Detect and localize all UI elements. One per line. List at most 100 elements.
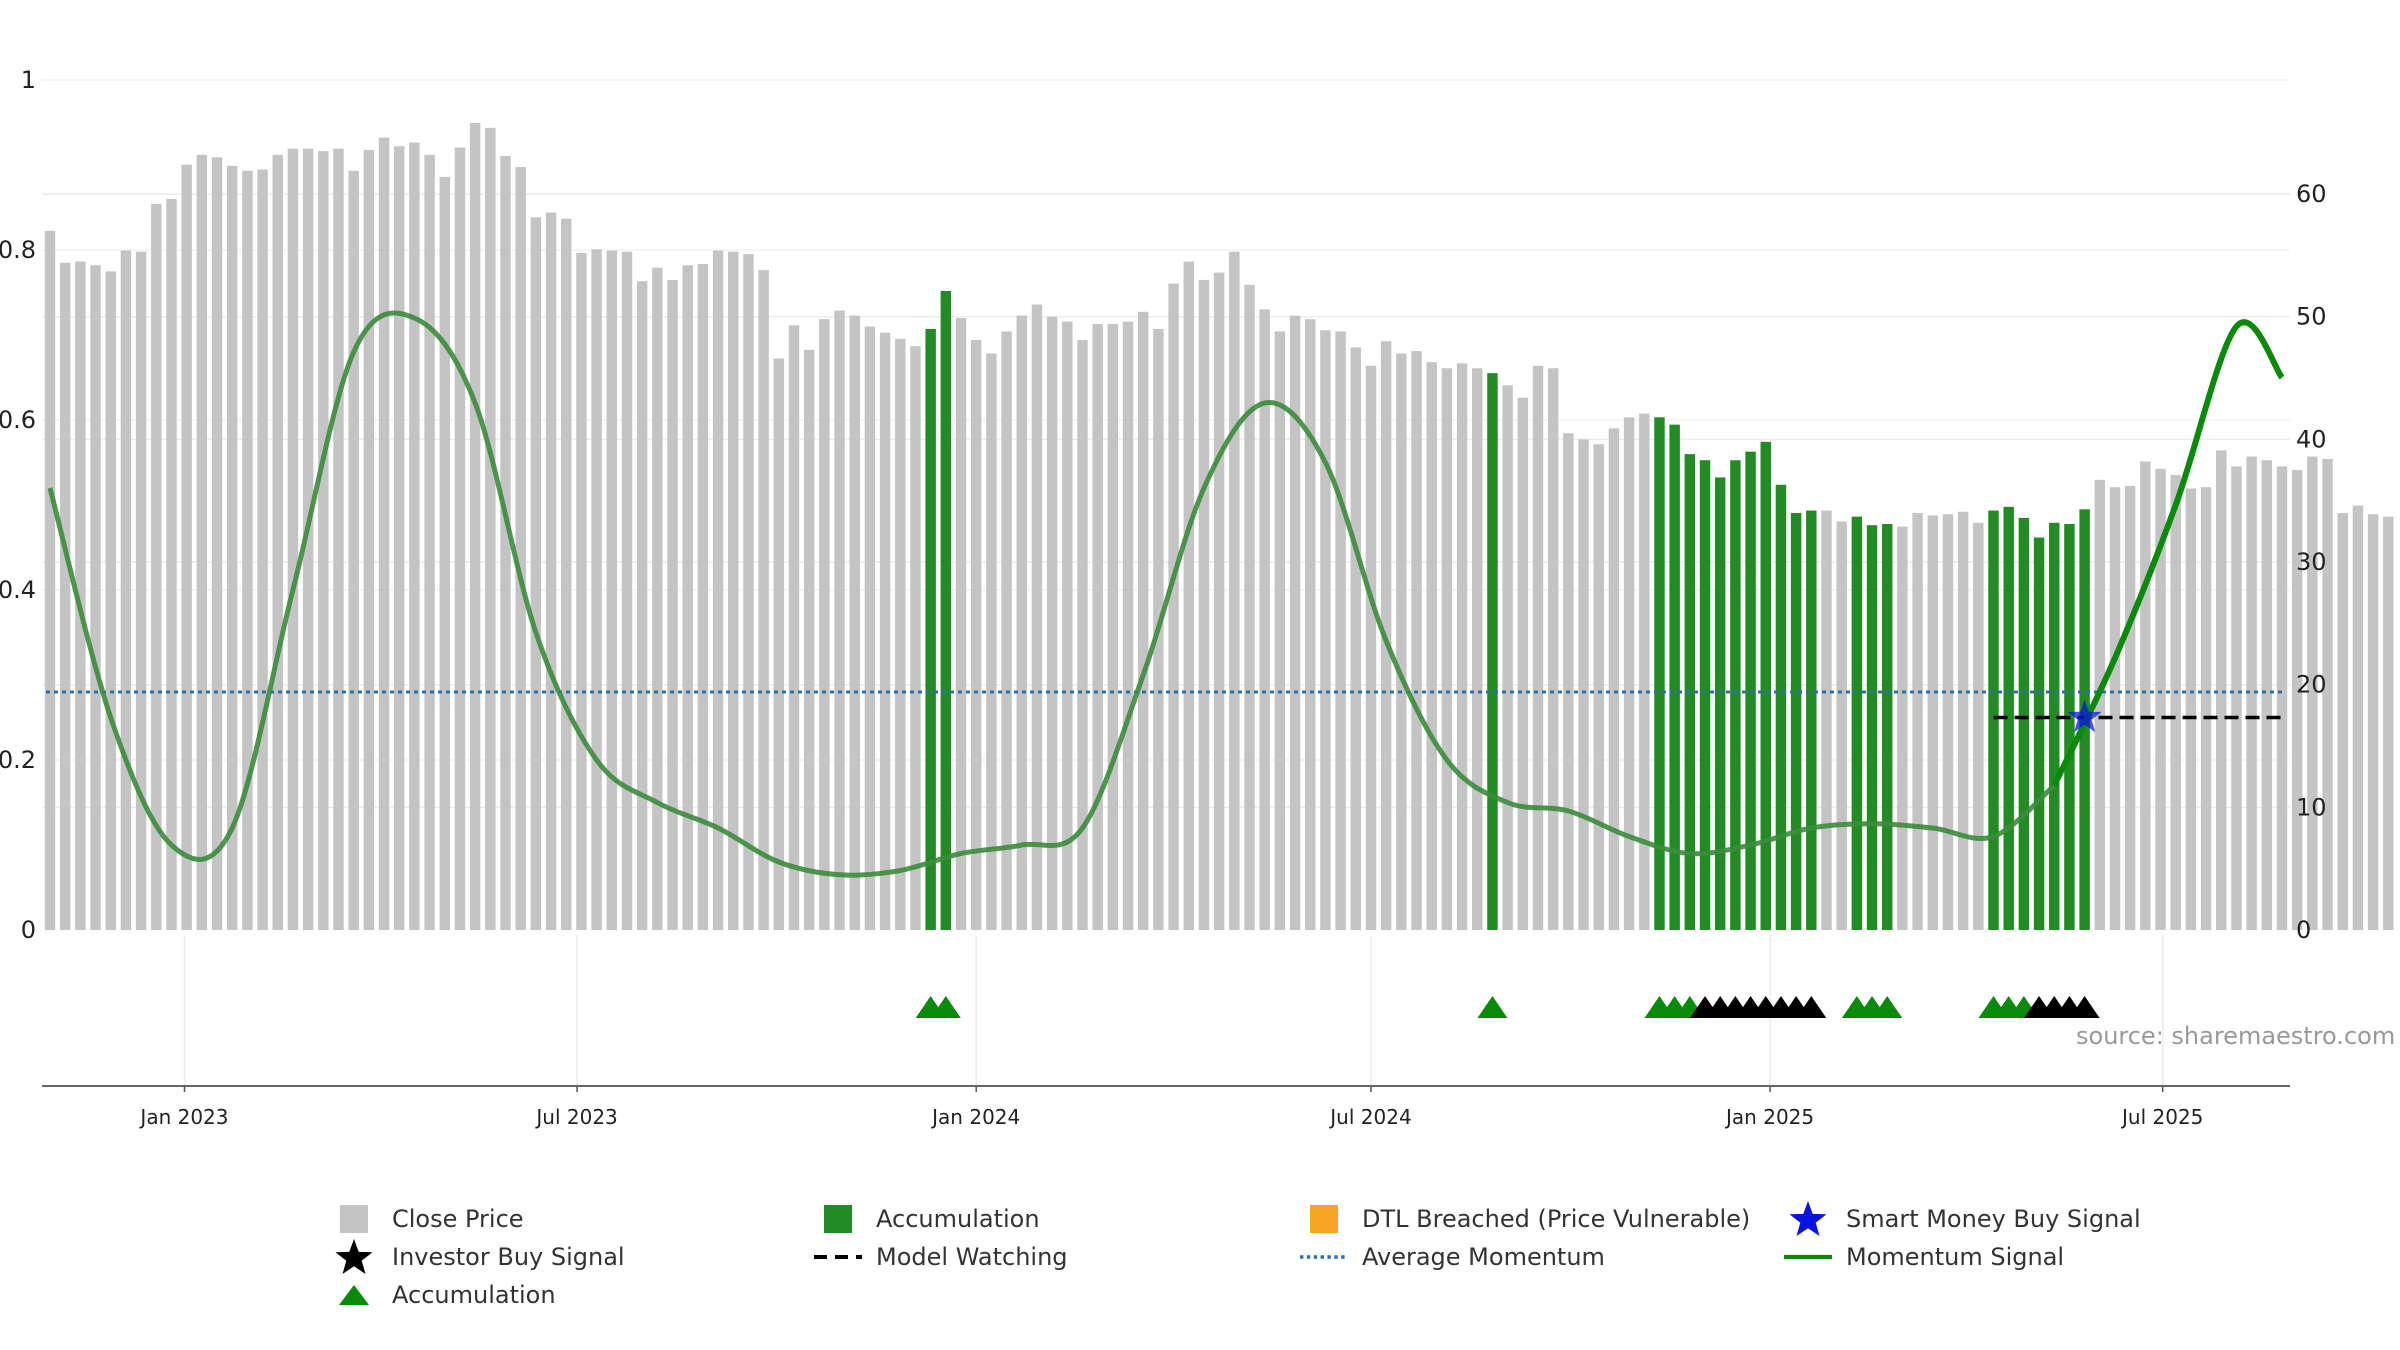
legend-label: DTL Breached (Price Vulnerable) — [1362, 1205, 1751, 1233]
accumulation-bar — [1669, 424, 1680, 930]
price-bar — [1138, 311, 1149, 930]
price-bar — [1229, 251, 1240, 931]
price-bar — [1563, 433, 1574, 930]
price-bar — [1320, 330, 1331, 931]
price-bar — [1547, 368, 1559, 931]
momentum-signal-past — [47, 310, 2056, 878]
price-bar — [1456, 363, 1468, 930]
right-axis-tick: 10 — [2296, 793, 2327, 821]
price-bar — [485, 127, 496, 930]
price-bar — [955, 317, 967, 930]
price-bar — [1062, 321, 1073, 930]
accumulation-bar — [1760, 441, 1771, 930]
price-bar — [652, 267, 663, 930]
price-bar — [545, 212, 557, 930]
price-bar — [409, 142, 420, 931]
price-bar — [606, 250, 618, 931]
left-axis-tick: 0.6 — [0, 406, 36, 434]
x-axis-tick: Jul 2023 — [534, 1105, 617, 1129]
price-bar — [2337, 512, 2348, 930]
price-bar — [394, 146, 405, 930]
price-bar — [181, 164, 192, 931]
legend-label: Model Watching — [876, 1243, 1068, 1271]
price-bar — [302, 148, 314, 930]
solid-line-icon — [1784, 1254, 1832, 1260]
x-axis-tick: Jul 2025 — [2120, 1105, 2203, 1129]
price-bar — [1016, 315, 1027, 931]
x-axis-tick: Jan 2023 — [138, 1105, 228, 1129]
price-bar — [333, 148, 344, 930]
signal-markers — [915, 996, 2100, 1018]
price-bar — [59, 262, 71, 931]
price-bar — [2200, 487, 2212, 930]
accumulation-bar — [2018, 517, 2030, 930]
accumulation-bar — [1654, 417, 1665, 930]
price-bar — [2216, 450, 2227, 930]
price-bar — [211, 157, 223, 931]
price-bar — [636, 281, 648, 930]
momentum-signal-line — [47, 310, 2285, 878]
price-bar — [1912, 512, 1923, 930]
accumulation-bar — [1866, 525, 1878, 930]
price-bar — [773, 358, 785, 930]
price-bar — [803, 349, 815, 930]
price-bar — [272, 154, 283, 930]
price-bar — [90, 265, 101, 930]
price-bar — [986, 353, 997, 930]
price-bar — [1441, 368, 1453, 931]
legend-label: Investor Buy Signal — [392, 1243, 625, 1271]
price-bar — [2170, 474, 2181, 930]
source-label: source: sharemaestro.com — [2076, 1022, 2395, 1050]
accumulation-bar — [1699, 460, 1711, 930]
price-bar — [910, 346, 921, 930]
price-bar — [743, 254, 754, 930]
price-bar — [1411, 351, 1422, 930]
price-bar — [697, 263, 709, 931]
price-bar — [2124, 485, 2136, 930]
star-icon — [1789, 1201, 1827, 1236]
price-bar — [500, 156, 511, 931]
investor-buy-marker — [1796, 996, 1827, 1018]
price-bar — [2231, 466, 2242, 930]
price-bar — [1472, 368, 1483, 931]
accumulation-marker — [930, 996, 961, 1018]
legend-model-watching: Model Watching — [814, 1238, 1068, 1276]
accumulation-bar — [1790, 512, 1802, 930]
price-bar — [1274, 331, 1286, 930]
x-axis-tick: Jan 2025 — [1724, 1105, 1814, 1129]
price-bar — [166, 198, 177, 930]
price-bar — [1517, 397, 1529, 930]
price-bar — [2276, 466, 2288, 930]
dashed-line-icon — [814, 1255, 862, 1259]
right-axis-tick: 60 — [2296, 180, 2327, 208]
accumulation-bar — [940, 290, 952, 930]
price-bar — [576, 252, 587, 930]
price-bar — [788, 325, 800, 930]
legend-label: Momentum Signal — [1846, 1243, 2065, 1271]
price-bar — [1365, 365, 1377, 930]
price-bars — [44, 122, 2394, 931]
price-bar — [1396, 353, 1407, 930]
price-bar — [682, 265, 693, 930]
legend-average-momentum: Average Momentum — [1300, 1238, 1605, 1276]
accumulation-bar — [1988, 510, 1999, 930]
price-bar — [1289, 315, 1301, 931]
accumulation-marker — [1872, 996, 1903, 1018]
left-axis-tick: 0.8 — [0, 236, 36, 264]
price-bar — [2383, 516, 2394, 930]
legend-accumulation: Accumulation — [814, 1200, 1040, 1238]
accumulation-marker — [1477, 996, 1508, 1018]
accumulation-bar — [1730, 460, 1741, 930]
price-bar — [879, 332, 891, 930]
price-bar — [561, 218, 572, 931]
price-bar — [728, 251, 739, 931]
price-bar — [1183, 261, 1194, 931]
price-bar — [75, 261, 86, 931]
accumulation-bar — [1487, 373, 1498, 930]
price-bar — [1198, 279, 1210, 930]
momentum-signal-recent — [2051, 319, 2285, 787]
legend-label: Accumulation — [876, 1205, 1040, 1233]
price-bar — [257, 169, 268, 931]
